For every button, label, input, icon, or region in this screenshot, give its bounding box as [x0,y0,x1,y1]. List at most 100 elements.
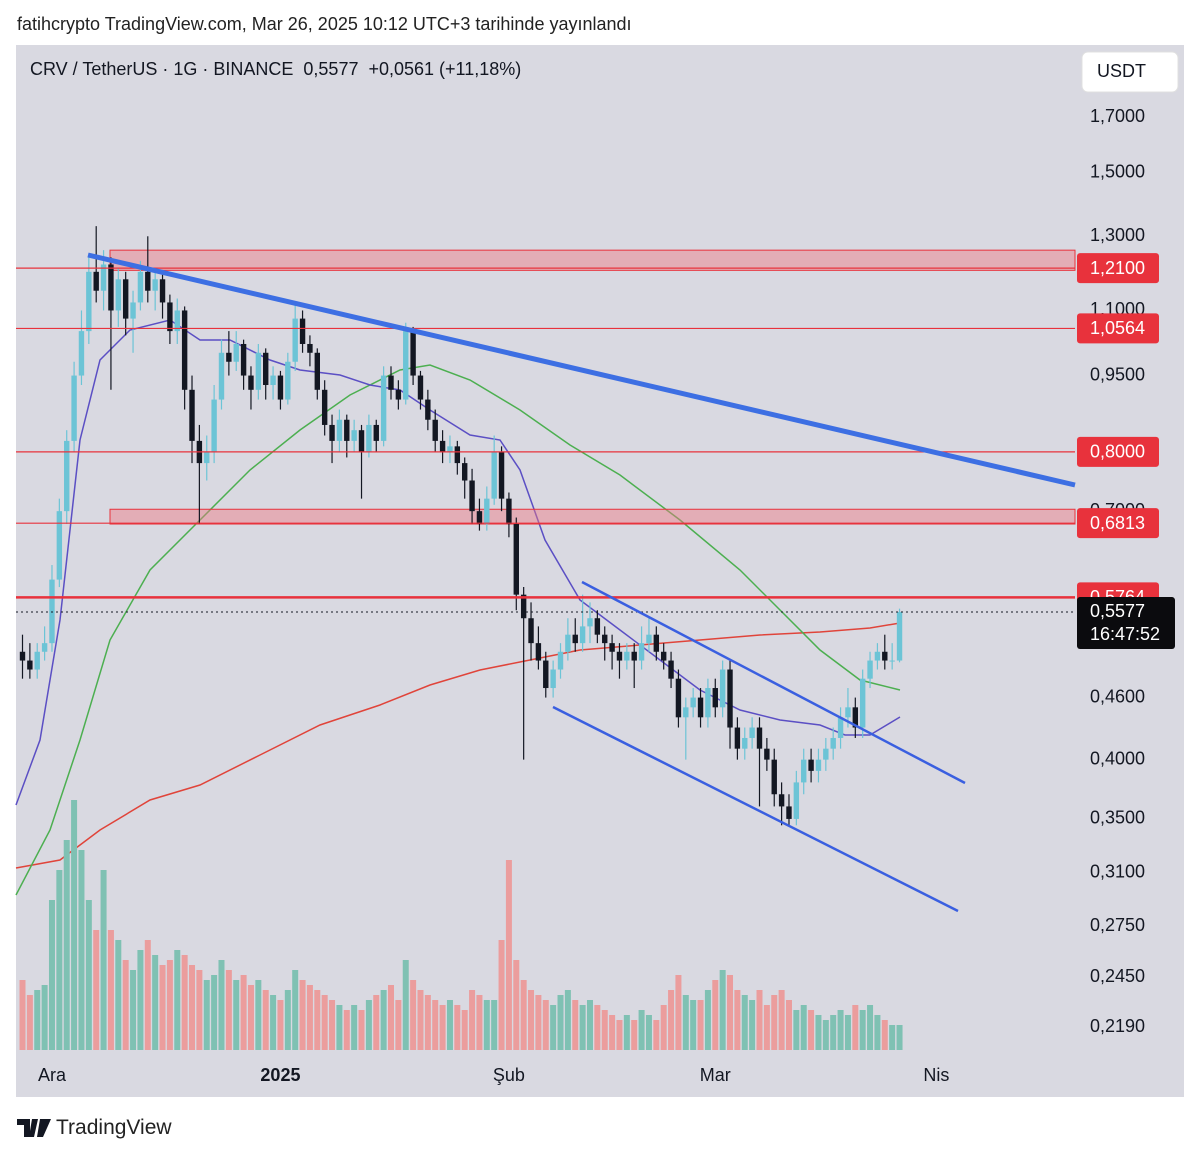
candle-body [712,688,718,708]
volume-bar [668,990,675,1050]
candle-body [882,651,888,661]
volume-bar [395,1000,402,1050]
volume-bar [240,975,247,1050]
y-tick-label: 0,3500 [1090,808,1145,828]
candle-body [373,424,379,441]
volume-bar [889,1025,896,1050]
volume-bar [402,960,409,1050]
footer: TradingView [56,1116,172,1139]
candle-body [565,634,571,652]
candle-body [321,389,328,425]
ma-red [15,622,901,869]
volume-bar [564,990,571,1050]
candle-body [675,678,682,718]
candle-body [380,375,387,441]
volume-bar [247,985,254,1050]
volume-bar [122,960,129,1050]
y-tick-label: 0,4600 [1090,686,1145,706]
candle-body [19,651,26,661]
candle-body [388,375,394,390]
volume-bar [115,940,122,1050]
candle-body [631,651,637,661]
volume-bar [623,1015,630,1050]
y-tick-label: 0,3100 [1090,862,1145,882]
volume-bar [528,990,535,1050]
volume-bar [225,970,232,1050]
candle-body [454,446,461,464]
volume-bar [719,970,726,1050]
volume-bar [262,990,269,1050]
candle-body [756,727,763,749]
volume-bar [351,1005,358,1050]
volume-bar [881,1020,888,1050]
volume-bar [697,1000,704,1050]
currency[interactable]: USDT [1097,61,1146,81]
candle-body [550,669,556,689]
candle-body [646,634,652,644]
candle-body [484,498,490,525]
volume-bar [284,990,291,1050]
candle-body [159,279,166,303]
volume-bar [255,980,262,1050]
volume-bar [277,1000,284,1050]
volume-bar [586,1000,593,1050]
volume-bar [483,1000,490,1050]
trendline [87,252,1076,488]
candle-body [137,271,144,303]
candle-body [476,511,483,525]
y-tick-label: 1,7000 [1090,106,1145,126]
volume-bar [852,1005,859,1050]
candle-body [498,451,505,499]
marks [16,226,1076,1050]
candle-body [86,271,92,332]
last-price-tag [1077,597,1175,650]
candle-body [609,643,615,652]
candle-body [49,579,55,644]
candle-body [336,419,343,441]
volume-bar [270,995,277,1050]
volume-bar [505,860,512,1050]
volume-bar [469,990,476,1050]
volume-bar [631,1020,638,1050]
volume-bar [491,1000,498,1050]
volume-bar [218,960,225,1050]
volume-bar [675,975,682,1050]
volume-bar [56,870,63,1050]
candle-body [734,727,741,749]
x-tick-label: Nis [923,1065,949,1085]
volume-bar [778,990,785,1050]
volume-bar [601,1010,608,1050]
candle-body [27,660,33,670]
candle-body [417,375,424,400]
level-tag [1077,253,1159,284]
candle-body [395,389,402,400]
volume-bar [594,1005,601,1050]
candle-body [100,264,107,291]
candle-body [307,343,313,353]
volume-bar [203,980,210,1050]
candle-body [587,618,593,627]
volume-bar [653,1020,660,1050]
currency-box[interactable] [1081,51,1179,93]
candle-body [358,430,365,452]
volume-bar [867,1005,874,1050]
level-label: 1,0564 [1090,318,1145,338]
chart-title: CRV / TetherUS · 1G · BINANCE 0,5577 +0,… [30,59,521,79]
candle-body [78,331,85,376]
candle-body [56,511,63,580]
volume-bar [299,980,306,1050]
channel-lower [552,705,959,913]
candle-body [447,446,453,452]
volume-bar [785,1000,792,1050]
volume-bar [763,1005,770,1050]
volume-bar [417,990,424,1050]
candle-body [115,279,122,311]
candle-body [410,331,416,376]
volume-bar [712,980,719,1050]
volume-bar [616,1020,623,1050]
trendlines [87,252,1076,913]
volume-bar [380,990,387,1050]
candle-body [277,375,284,400]
volume-bar [365,1000,372,1050]
zone [109,508,1076,525]
